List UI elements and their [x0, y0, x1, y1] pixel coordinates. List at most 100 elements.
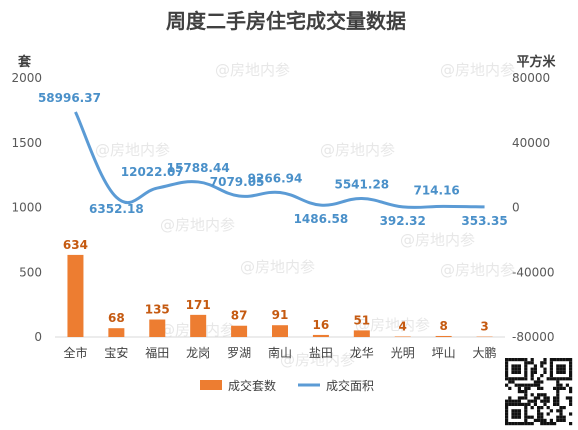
qr-module	[556, 393, 560, 397]
qr-module	[517, 364, 521, 368]
qr-module	[514, 370, 518, 374]
qr-module	[527, 402, 531, 406]
qr-module	[549, 422, 553, 426]
qr-module	[569, 374, 573, 378]
right-tick-label: 0	[512, 201, 520, 215]
qr-module	[511, 364, 515, 368]
bar-value-label: 634	[63, 238, 88, 252]
qr-module	[527, 422, 531, 426]
category-label: 南山	[268, 345, 292, 360]
qr-module	[517, 386, 521, 390]
qr-module	[569, 386, 573, 390]
bar-value-label: 3	[480, 320, 488, 334]
qr-module	[505, 377, 509, 381]
qr-module	[511, 370, 515, 374]
qr-module	[505, 374, 509, 378]
qr-module	[549, 370, 553, 374]
right-tick-label: 80000	[512, 71, 550, 85]
bar-福田	[149, 319, 166, 337]
qr-module	[543, 361, 547, 365]
line-labels: 58996.37 6352.18 12022.0715788.447079.0592…	[38, 91, 508, 228]
category-label: 龙岗	[186, 346, 210, 360]
qr-module	[517, 415, 521, 419]
bar-value-label: 171	[186, 298, 211, 312]
qr-module	[565, 383, 569, 387]
qr-module	[517, 383, 521, 387]
qr-module	[562, 377, 566, 381]
qr-module	[514, 358, 518, 362]
qr-module	[549, 374, 553, 378]
qr-module	[505, 367, 509, 371]
qr-module	[543, 422, 547, 426]
qr-module	[549, 358, 553, 362]
qr-module	[505, 412, 509, 416]
qr-module	[524, 386, 528, 390]
qr-module	[517, 396, 521, 400]
qr-module	[521, 402, 525, 406]
qr-module	[524, 383, 528, 387]
qr-module	[524, 374, 528, 378]
qr-module	[540, 399, 544, 403]
line-value-label: 9266.94	[248, 171, 303, 185]
qr-module	[517, 377, 521, 381]
bar-value-label: 68	[108, 311, 125, 325]
qr-module	[569, 399, 573, 403]
qr-module	[514, 409, 518, 413]
bar-value-label: 91	[272, 308, 289, 322]
qr-module	[537, 409, 541, 413]
qr-module	[505, 422, 509, 426]
qr-module	[565, 396, 569, 400]
qr-module	[556, 358, 560, 362]
qr-module	[517, 367, 521, 371]
qr-module	[549, 418, 553, 422]
qr-module	[511, 358, 515, 362]
bar-龙岗	[190, 314, 207, 337]
qr-module	[517, 409, 521, 413]
qr-module	[569, 402, 573, 406]
series-line-area	[74, 111, 485, 209]
legend-label-bar: 成交套数	[228, 378, 276, 393]
qr-module	[517, 422, 521, 426]
right-tick-label: -80000	[512, 330, 555, 344]
qr-module	[505, 409, 509, 413]
qr-module	[553, 358, 557, 362]
qr-module	[505, 383, 509, 387]
qr-module	[562, 370, 566, 374]
legend: 成交套数 成交面积	[200, 378, 374, 393]
watermark-text: @房地内参	[160, 216, 235, 234]
qr-module	[517, 412, 521, 416]
qr-module	[530, 422, 534, 426]
qr-module	[540, 418, 544, 422]
qr-module	[524, 364, 528, 368]
qr-module	[530, 367, 534, 371]
qr-module	[508, 386, 512, 390]
qr-module	[559, 367, 563, 371]
qr-module	[530, 358, 534, 362]
qr-module	[565, 358, 569, 362]
qr-module	[569, 377, 573, 381]
qr-module	[514, 383, 518, 387]
left-tick-label: 1000	[11, 201, 42, 215]
category-label: 盐田	[309, 346, 333, 360]
category-label: 罗湖	[227, 345, 251, 360]
qr-module	[556, 415, 560, 419]
qr-module	[537, 418, 541, 422]
line-value-label: 1486.58	[294, 212, 349, 226]
right-tick-label: 40000	[512, 136, 550, 150]
qr-module	[524, 412, 528, 416]
left-axis-ticks: 0 500 1000 1500 2000	[11, 71, 42, 344]
qr-module	[505, 358, 509, 362]
category-label: 全市	[63, 345, 87, 360]
qr-module	[527, 386, 531, 390]
qr-module	[549, 364, 553, 368]
qr-module	[556, 370, 560, 374]
bars	[67, 254, 493, 337]
qr-module	[556, 402, 560, 406]
qr-module	[543, 402, 547, 406]
line-value-label: 5541.28	[334, 178, 389, 192]
qr-module	[543, 399, 547, 403]
qr-module	[556, 377, 560, 381]
qr-module	[540, 380, 544, 384]
line-value-label: 714.16	[413, 183, 459, 197]
qr-module	[540, 361, 544, 365]
